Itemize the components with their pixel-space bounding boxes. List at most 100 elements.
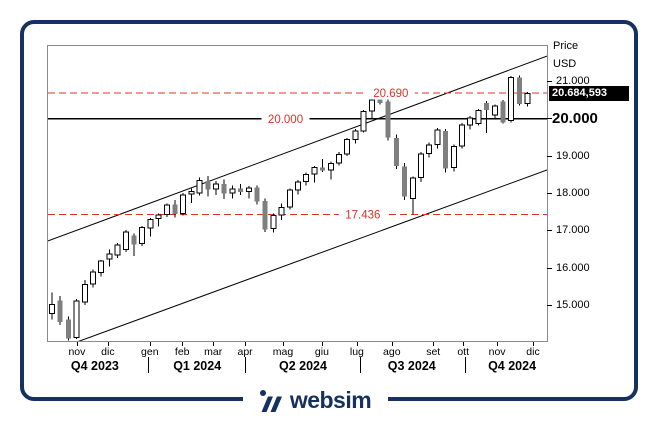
x-axis-tick	[433, 342, 435, 346]
trend-channel-upper-line	[48, 55, 547, 242]
candle-body-bullish	[491, 105, 498, 116]
x-axis-tick	[497, 342, 499, 346]
trend-channel-lower-line	[78, 169, 547, 341]
candle-body-bullish	[114, 244, 121, 256]
candle-body-bullish	[147, 218, 154, 229]
candle-body-bullish	[450, 145, 457, 169]
candle-body-bearish	[131, 235, 137, 245]
candle-body-bullish	[278, 206, 285, 216]
candle-body-bullish	[122, 231, 129, 251]
x-axis-tick	[533, 342, 535, 346]
candle-body-bullish	[196, 179, 203, 194]
candle-body-bearish	[393, 137, 399, 166]
candle-body-bearish	[221, 183, 227, 194]
candle-body-bullish	[270, 215, 277, 230]
candle-body-bullish	[467, 117, 474, 126]
quarter-separator	[359, 357, 361, 373]
x-axis-tick	[283, 342, 285, 346]
candle-body-bullish	[81, 284, 88, 303]
y-axis-tick	[547, 267, 552, 269]
price-level-label: 20.690	[373, 88, 408, 100]
candle-body-bullish	[360, 110, 367, 132]
x-month-label: nov	[68, 346, 86, 358]
candle-body-bullish	[90, 271, 96, 285]
x-month-label: mar	[204, 346, 223, 358]
candle-body-bullish	[98, 260, 105, 273]
candle-body-bearish	[262, 200, 268, 230]
y-axis-tick	[547, 305, 552, 307]
x-axis-tick	[463, 342, 465, 346]
quarter-separator	[465, 357, 467, 373]
candle-body-bullish	[352, 130, 359, 140]
y-tick-label: 19.000	[556, 149, 590, 162]
x-month-label: mag	[272, 346, 294, 358]
candle-body-bullish	[139, 226, 146, 245]
x-month-label: ott	[457, 346, 469, 358]
x-month-label: dic	[101, 346, 115, 358]
candle-body-bearish	[65, 319, 71, 339]
price-level-label-bg	[261, 112, 310, 126]
candle-body-bullish	[106, 253, 113, 260]
quarter-label: Q4 2024	[488, 359, 537, 373]
candle-body-bearish	[402, 166, 408, 197]
quarter-separator	[147, 357, 149, 373]
candle-body-bearish	[205, 180, 211, 190]
candle-body-bullish	[229, 188, 236, 194]
candle-body-bullish	[508, 77, 515, 122]
candle-body-bearish	[443, 131, 449, 169]
candle-body-bullish	[286, 189, 293, 208]
x-month-label: dic	[526, 346, 540, 358]
y-axis-tick	[547, 155, 552, 157]
candle-body-bullish	[409, 177, 416, 199]
websim-logo-text: websim	[289, 386, 372, 413]
price-plot: 20.690 17.436 20.000	[47, 45, 548, 342]
x-axis-tick	[213, 342, 215, 346]
x-axis-tick	[245, 342, 247, 346]
candle-body-bullish	[434, 129, 441, 146]
candle-body-bullish	[155, 214, 162, 220]
price-level-label: 20.000	[268, 114, 303, 126]
candle-body-bearish	[238, 188, 244, 193]
candlestick-chart-canvas: 20.690 17.436 20.000	[48, 55, 547, 341]
candle-body-bullish	[426, 144, 433, 155]
candle-body-bullish	[163, 204, 170, 215]
x-axis-tick	[76, 342, 78, 346]
candle-body-bullish	[344, 139, 351, 155]
candle-body-bearish	[500, 101, 506, 123]
candle-body-bullish	[295, 181, 301, 191]
y-axis-tick	[547, 193, 552, 194]
candle-body-bullish	[213, 183, 219, 190]
y-axis-title-line1: Price	[553, 40, 579, 52]
x-axis-tick	[391, 342, 393, 346]
candle-body-bearish	[57, 300, 63, 322]
y-tick-label: 15.000	[556, 299, 590, 312]
x-axis-tick	[321, 342, 323, 346]
y-tick-label: 16.000	[556, 261, 590, 274]
y-tick-label: 17.000	[556, 224, 590, 237]
candle-body-bearish	[320, 167, 326, 171]
y-axis-title-line2: USD	[553, 58, 577, 70]
quarter-label: Q3 2024	[387, 359, 436, 373]
candle-body-bullish	[48, 303, 55, 315]
price-level-label-bg	[338, 208, 387, 222]
y-axis-tick	[547, 118, 552, 120]
websim-w-icon	[259, 390, 282, 412]
quarter-label: Q4 2023	[70, 359, 119, 373]
y-axis-tick	[547, 230, 552, 232]
x-month-label: lug	[349, 346, 364, 358]
x-month-label: giu	[314, 346, 329, 358]
candle-body-bearish	[484, 102, 490, 111]
candle-body-bullish	[524, 92, 531, 105]
candle-body-bearish	[385, 101, 391, 138]
candle-body-bullish	[459, 124, 465, 147]
price-level-label-bg	[366, 86, 415, 100]
x-axis-tick	[182, 342, 184, 346]
candle-body-bullish	[245, 187, 252, 193]
candle-body-bullish	[418, 153, 424, 178]
candle-body-bullish	[303, 173, 310, 183]
candle-body-bullish	[368, 99, 375, 112]
last-price-badge: 20.684,593	[549, 85, 629, 101]
candle-body-bearish	[516, 77, 522, 104]
y-tick-label: 21.000	[556, 74, 590, 87]
